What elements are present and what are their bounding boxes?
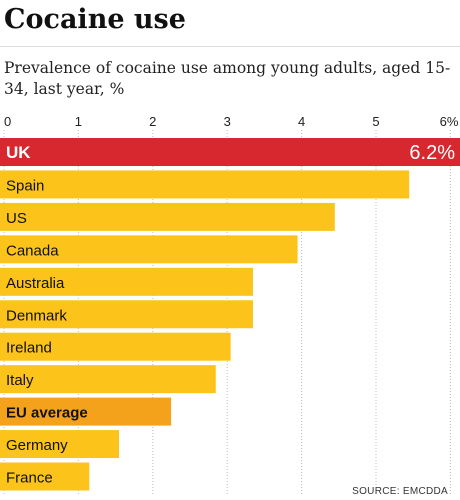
- bar-category-label: Spain: [6, 177, 44, 194]
- bar-highlight: [0, 138, 460, 166]
- x-tick-label: 6%: [440, 114, 459, 129]
- bar: [0, 267, 253, 296]
- bar: [0, 430, 120, 459]
- bar: [0, 332, 231, 361]
- bar-category-label: UK: [6, 143, 31, 162]
- bar-category-label: France: [6, 470, 53, 487]
- bar-value-label: 6.2%: [409, 142, 455, 164]
- bar-category-label: EU average: [6, 405, 88, 422]
- x-tick-label: 3: [224, 114, 231, 129]
- x-tick-label: 1: [75, 114, 82, 129]
- bar: [0, 170, 410, 199]
- title-divider: [0, 46, 460, 47]
- x-tick-label: 2: [149, 114, 156, 129]
- bar-category-label: US: [6, 210, 27, 227]
- bar-category-label: Ireland: [6, 340, 52, 357]
- x-tick-label: 0: [4, 114, 11, 129]
- chart-subtitle: Prevalence of cocaine use among young ad…: [4, 59, 451, 98]
- bar-category-label: Italy: [6, 372, 34, 389]
- bar: [0, 462, 90, 491]
- bar: [0, 202, 335, 231]
- bar-category-label: Germany: [6, 437, 68, 454]
- chart-title: Cocaine use: [4, 4, 186, 35]
- x-tick-label: 4: [298, 114, 305, 129]
- bar-category-label: Denmark: [6, 307, 67, 324]
- bar: [0, 235, 298, 264]
- bar-category-label: Australia: [6, 275, 65, 292]
- bar: [0, 365, 216, 394]
- source-note: SOURCE: EMCDDA: [352, 486, 448, 497]
- bar: [0, 397, 172, 426]
- bar-category-label: Canada: [6, 242, 59, 259]
- x-tick-label: 5: [372, 114, 379, 129]
- bar: [0, 300, 253, 329]
